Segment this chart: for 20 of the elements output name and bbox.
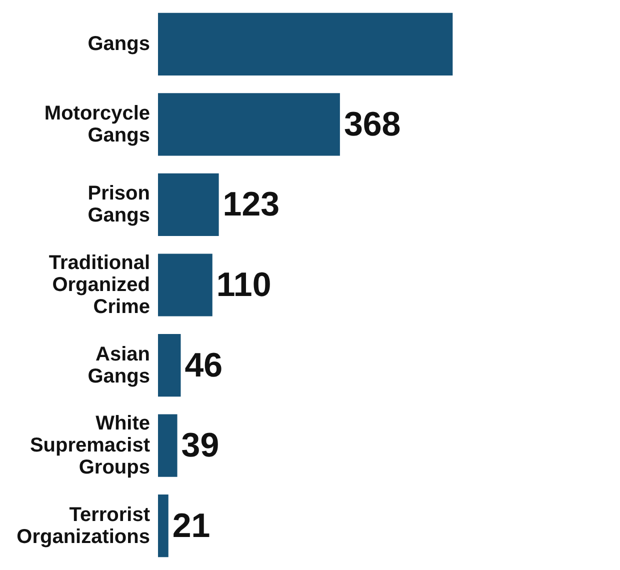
data-label: 110	[216, 266, 272, 304]
y-tick-label: Asian Gangs	[88, 343, 150, 388]
data-label: 368	[344, 105, 401, 144]
bar	[158, 414, 178, 477]
y-tick-label: Motorcycle Gangs	[44, 102, 150, 146]
bar	[158, 254, 212, 316]
y-tick-label: Prison Gangs	[88, 182, 150, 227]
bar	[158, 173, 219, 236]
bar	[158, 494, 168, 558]
y-tick-label: White Supremacist Groups	[30, 412, 150, 479]
data-label: 46	[184, 346, 223, 384]
y-tick-label: Gangs	[88, 33, 150, 56]
y-tick-label: Terrorist Organizations	[16, 504, 150, 548]
data-label: 21	[172, 506, 210, 545]
data-label: 123	[222, 186, 280, 224]
bar	[158, 93, 340, 156]
bar	[158, 334, 181, 397]
data-label: 39	[181, 426, 220, 465]
y-tick-label: Traditional Organized Crime	[48, 252, 150, 318]
bar	[158, 12, 453, 76]
